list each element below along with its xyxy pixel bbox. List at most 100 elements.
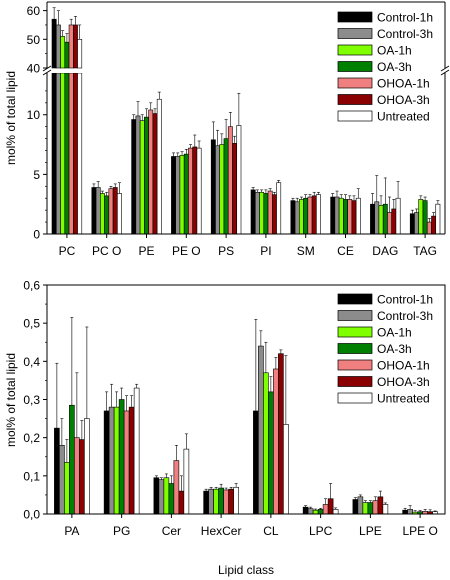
bar-LPE-3 [367,502,374,515]
bar-PI-4 [267,190,273,235]
bar-LPE-6 [382,504,389,515]
x-tick-label: PA [64,524,79,538]
bar-PS-4 [227,126,233,235]
x-tick-label: SM [297,244,315,258]
bar-PEO-0 [171,156,176,235]
y-tick-label: 40 [27,62,41,76]
bar-Cer-0 [153,477,160,515]
break-mark [440,69,450,76]
bar-PI-6 [276,182,282,235]
bar-SM-2 [299,199,304,235]
bar-LPEO-0 [402,509,408,515]
bar-LPEO-1 [407,509,413,515]
bar-PE-5 [152,113,158,235]
bar-LPC-5 [327,498,334,515]
bar-CL-0 [253,410,259,515]
bar-PEO-3 [183,153,189,235]
bar-PCO-4 [108,188,114,235]
legend-label: OHOA-1h [377,359,430,373]
x-tick-label: PS [218,244,234,258]
bar-PI-5 [271,194,277,235]
bar-CE-0 [330,196,336,235]
legend-label: Control-3h [377,309,433,323]
bar-CE-5 [351,200,357,235]
bar-PC-1 [55,72,61,235]
y-tick-label: 0,4 [23,355,40,369]
legend-swatch [337,359,373,371]
bar-PI-1 [254,191,260,235]
bar-PEO-5 [192,146,198,235]
legend-swatch [337,28,373,39]
x-tick-label: LPE O [402,524,437,538]
legend-label: Control-1h [377,11,433,25]
bar-PG-6 [133,387,140,515]
bar-HexCer-0 [203,490,209,515]
x-tick-label: CE [337,244,354,258]
bar-LPC-2 [312,509,319,515]
y-tick-label: 50 [27,33,41,47]
bar-PI-3 [263,193,269,235]
bar-PE-1 [135,115,141,235]
bar-SM-3 [303,197,309,235]
bar-SM-4 [307,196,313,235]
bar-PA-1 [59,444,65,515]
bar-Cer-6 [183,448,190,515]
bar-upper-PC-5 [72,24,78,69]
y-tick-label: 0 [33,228,40,242]
bar-PE-0 [131,119,137,235]
x-tick-label: PC O [92,244,121,258]
bar-PA-2 [64,462,70,515]
bar-DAG-6 [395,197,401,235]
bar-CL-3 [268,391,274,515]
bar-TAG-4 [426,221,432,235]
bar-PCO-5 [112,187,118,235]
x-tick-label: PE O [172,244,201,258]
legend-label: OHOA-3h [377,93,430,107]
legend-swatch [337,293,373,305]
break-mark [42,69,52,76]
legend-label: OHOA-3h [377,375,430,389]
bar-HexCer-1 [208,488,214,515]
axis-break-gap [45,68,115,73]
legend-label: OA-1h [377,326,412,340]
legend-label: Untreated [377,110,430,124]
bar-PE-6 [156,98,162,235]
bar-CE-6 [355,197,361,235]
bar-PC-5 [72,72,78,235]
bar-DAG-1 [374,201,380,235]
bar-CE-3 [343,199,348,235]
bar-PE-3 [144,116,149,235]
bar-DAG-3 [382,203,388,235]
x-tick-label: Cer [162,524,181,538]
bar-PCO-1 [95,187,101,235]
x-axis-label: Lipid class [218,563,274,577]
bar-CL-5 [278,353,284,515]
bar-PA-3 [69,404,75,515]
bar-upper-PC-3 [64,41,70,69]
bar-PCO-2 [100,193,105,235]
y-tick-label: 0,6 [23,279,40,293]
bar-upper-PC-4 [68,24,74,69]
bar-Cer-4 [173,460,180,515]
bar-PS-2 [219,144,225,235]
bar-PS-0 [210,139,216,235]
bar-PA-6 [84,418,90,515]
y-tick-label: 0,2 [23,431,40,445]
x-tick-label: HexCer [201,524,242,538]
bar-LPC-3 [317,509,324,515]
bar-LPC-1 [307,508,314,515]
bar-PS-6 [236,125,242,235]
bar-DAG-5 [391,208,397,235]
legend-swatch [337,310,373,321]
bar-CL-2 [263,372,269,515]
bar-SM-6 [316,194,321,235]
bar-Cer-5 [178,490,185,515]
y-tick-label: 0,3 [23,393,40,407]
bar-CE-2 [338,197,344,235]
bar-Cer-3 [168,483,175,515]
x-tick-label: PI [260,244,271,258]
x-tick-label: PC [59,244,76,258]
bar-PI-2 [259,191,265,235]
y-tick-label: 10 [27,108,41,122]
